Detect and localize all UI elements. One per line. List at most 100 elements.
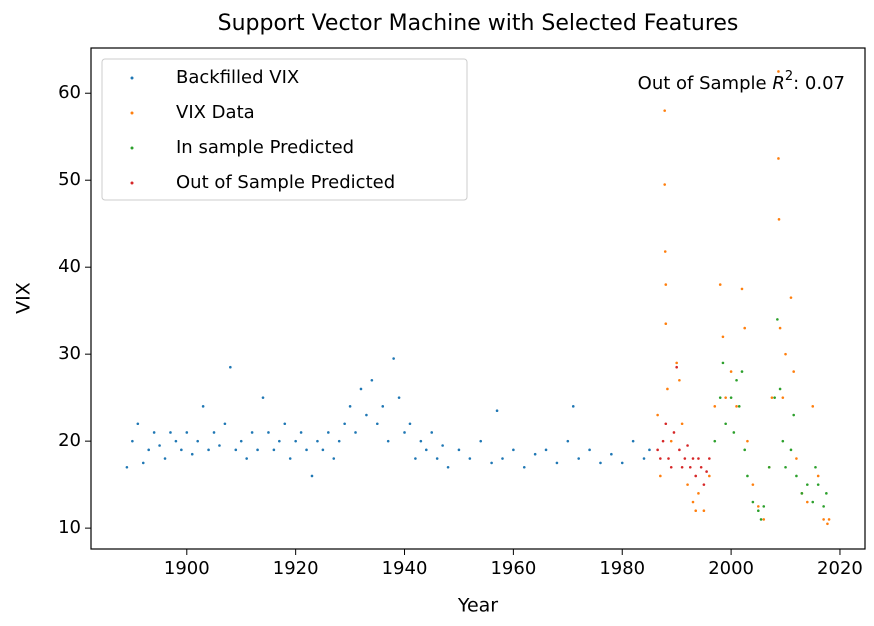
point bbox=[669, 465, 673, 469]
point bbox=[588, 448, 591, 452]
point bbox=[680, 465, 684, 469]
point bbox=[729, 396, 733, 399]
x-tick-label: 1960 bbox=[490, 558, 536, 579]
point bbox=[686, 444, 689, 447]
point bbox=[691, 457, 695, 460]
point bbox=[522, 465, 526, 469]
point bbox=[261, 396, 265, 399]
point bbox=[571, 405, 575, 408]
point bbox=[705, 470, 708, 473]
point bbox=[424, 448, 428, 452]
y-tick-label: 40 bbox=[58, 256, 81, 277]
x-tick-label: 1940 bbox=[382, 558, 428, 579]
point bbox=[299, 431, 303, 434]
point bbox=[664, 422, 668, 426]
point bbox=[354, 431, 357, 434]
point bbox=[648, 448, 651, 452]
y-tick-label: 30 bbox=[58, 343, 81, 364]
y-tick-label: 60 bbox=[58, 82, 81, 103]
point bbox=[468, 457, 472, 460]
point bbox=[212, 431, 216, 434]
point bbox=[337, 439, 341, 443]
point bbox=[737, 405, 741, 408]
plot-frame bbox=[90, 47, 866, 550]
point bbox=[781, 439, 785, 443]
point bbox=[694, 509, 698, 513]
point bbox=[343, 422, 346, 426]
x-tick-label: 2020 bbox=[817, 558, 863, 579]
point bbox=[822, 518, 825, 521]
point bbox=[196, 439, 199, 443]
point bbox=[631, 439, 635, 443]
point bbox=[740, 287, 744, 291]
point bbox=[789, 448, 793, 452]
point bbox=[495, 409, 499, 413]
point bbox=[147, 448, 150, 452]
point bbox=[533, 452, 537, 456]
point bbox=[816, 474, 820, 478]
point bbox=[721, 361, 725, 365]
point bbox=[125, 465, 129, 469]
annotation-suffix: : 0.07 bbox=[793, 73, 845, 94]
point bbox=[792, 370, 795, 373]
point bbox=[381, 405, 385, 408]
point bbox=[675, 361, 678, 365]
point bbox=[781, 396, 785, 399]
x-tick-label: 2000 bbox=[708, 558, 754, 579]
point bbox=[724, 396, 727, 399]
point bbox=[806, 500, 809, 504]
point bbox=[678, 378, 681, 382]
point bbox=[735, 405, 738, 408]
point bbox=[672, 431, 676, 434]
point bbox=[688, 465, 692, 469]
point bbox=[403, 431, 406, 434]
point bbox=[239, 439, 243, 443]
point bbox=[348, 405, 352, 408]
point bbox=[664, 322, 668, 326]
point bbox=[675, 365, 678, 369]
point bbox=[180, 448, 183, 452]
point bbox=[708, 474, 711, 478]
point bbox=[663, 183, 666, 186]
point bbox=[577, 457, 580, 460]
point bbox=[661, 439, 665, 443]
point bbox=[223, 422, 227, 426]
y-tick-label: 20 bbox=[58, 430, 81, 451]
point bbox=[694, 474, 698, 478]
point bbox=[376, 422, 379, 426]
point bbox=[757, 505, 760, 508]
point bbox=[724, 422, 727, 426]
point bbox=[746, 439, 749, 443]
point bbox=[446, 465, 450, 469]
point bbox=[751, 483, 755, 486]
point bbox=[811, 405, 815, 408]
point bbox=[735, 378, 738, 382]
point bbox=[664, 283, 668, 286]
point bbox=[316, 439, 319, 443]
point bbox=[288, 457, 292, 460]
point bbox=[305, 448, 308, 452]
point bbox=[667, 457, 670, 460]
point bbox=[435, 457, 439, 460]
legend-marker bbox=[130, 111, 134, 115]
point bbox=[397, 396, 401, 399]
y-axis-label: VIX bbox=[13, 282, 35, 314]
point bbox=[566, 439, 570, 443]
point bbox=[332, 457, 336, 460]
point bbox=[386, 439, 390, 443]
point bbox=[457, 448, 461, 452]
point bbox=[718, 283, 722, 286]
point bbox=[708, 457, 711, 460]
point bbox=[169, 431, 172, 434]
point bbox=[544, 448, 548, 452]
point bbox=[699, 465, 703, 469]
legend-box bbox=[101, 58, 468, 201]
point bbox=[659, 457, 662, 460]
point bbox=[713, 439, 717, 443]
point bbox=[683, 457, 687, 460]
point bbox=[811, 500, 815, 504]
point bbox=[697, 492, 700, 495]
point bbox=[784, 352, 787, 356]
point bbox=[278, 439, 281, 443]
point bbox=[822, 505, 825, 508]
